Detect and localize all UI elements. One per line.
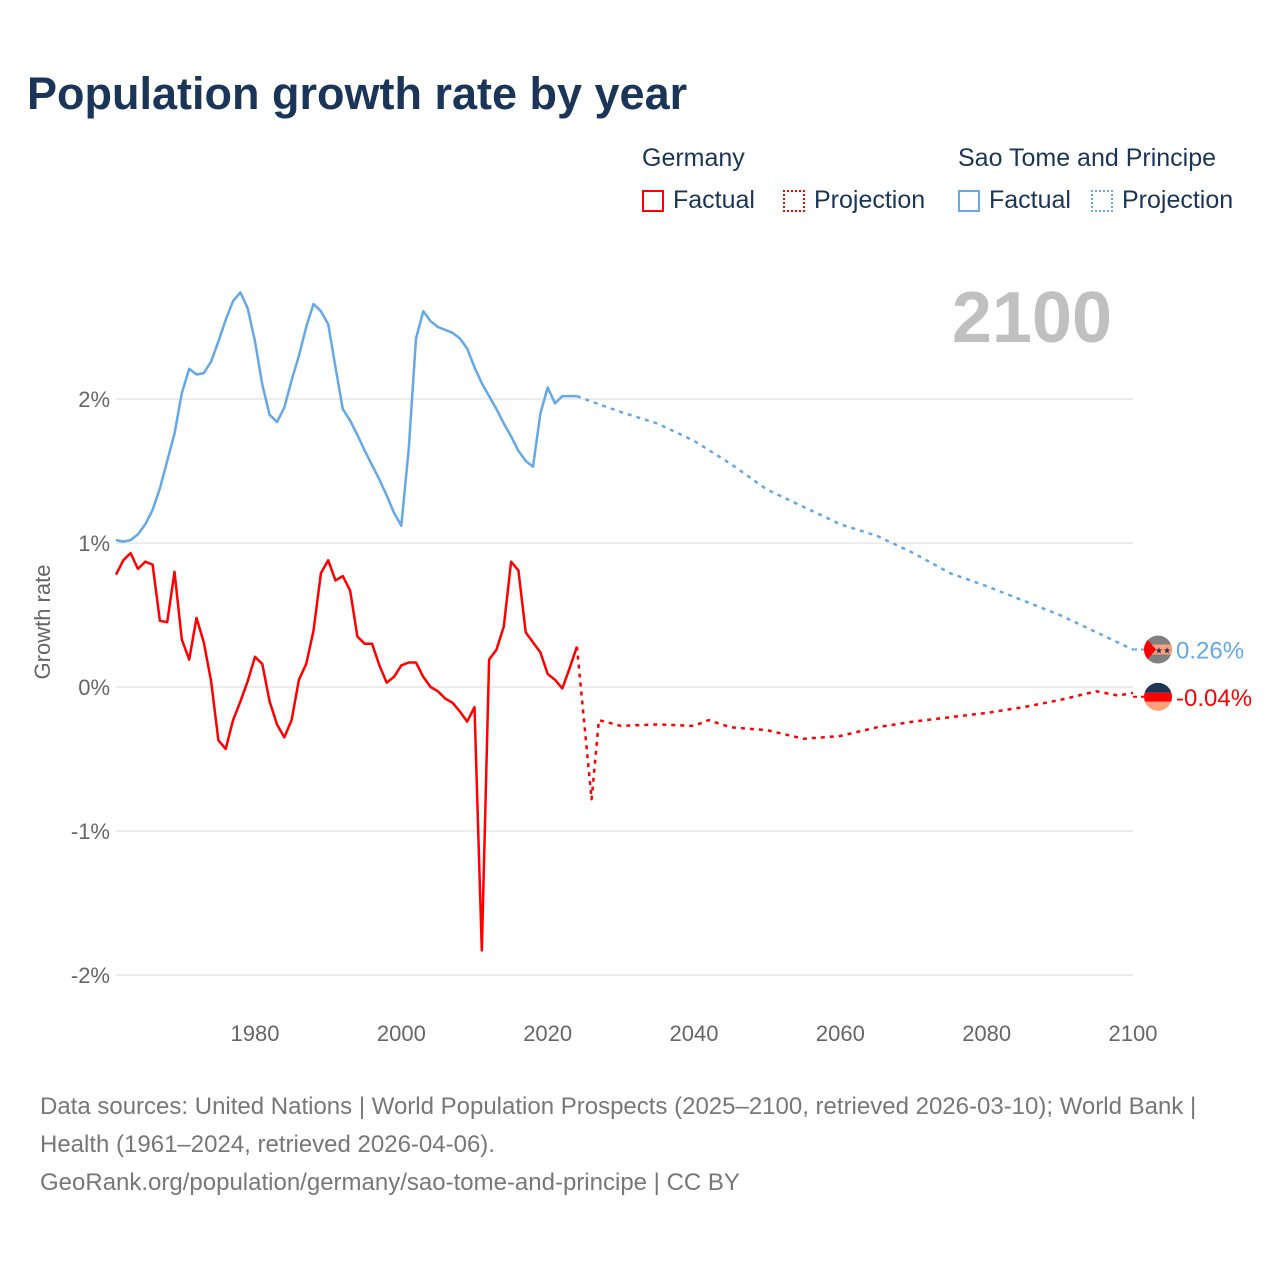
flag-stripe xyxy=(1144,701,1172,711)
end-value-label: 0.26% xyxy=(1176,638,1244,665)
sao-tome-factual-line xyxy=(115,291,577,543)
legend-germany-factual[interactable]: Factual xyxy=(642,186,755,215)
legend-sao-tome: Sao Tome and Principe Factual Projection xyxy=(958,144,1261,215)
y-tick-label: -2% xyxy=(71,963,110,988)
x-tick-label: 2100 xyxy=(1109,1021,1158,1046)
end-value-label: -0.04% xyxy=(1176,685,1252,712)
dotted-swatch-icon xyxy=(782,189,805,212)
y-tick-label: 2% xyxy=(78,387,110,412)
sao-tome-flag-icon: ★★ xyxy=(1144,635,1172,664)
legend-group-title: Germany xyxy=(642,144,745,172)
flag-stripe xyxy=(1144,692,1172,702)
source-link[interactable]: GeoRank.org/population/germany/sao-tome-… xyxy=(40,1169,740,1196)
y-axis-label: Growth rate xyxy=(30,565,55,680)
solid-swatch-icon xyxy=(642,189,664,212)
y-tick-label: -1% xyxy=(71,819,110,844)
year-overlay: 2100 xyxy=(952,278,1112,358)
flag-body: ★★ xyxy=(1144,635,1172,664)
x-tick-label: 1980 xyxy=(231,1021,280,1046)
flag-stripe xyxy=(1144,644,1172,655)
legend-label: Factual xyxy=(673,186,755,214)
germany-factual-line xyxy=(114,551,579,952)
germany-projection-line xyxy=(575,646,1134,801)
x-tick-label: 2000 xyxy=(377,1021,426,1046)
legend-label: Projection xyxy=(813,186,926,214)
footer: Data sources: United Nations | World Pop… xyxy=(40,1088,1240,1202)
line-chart: 2% 1% 0% -1% -2% 1980 2000 2020 2040 2060 2080 2100… xyxy=(30,278,1252,1046)
y-tick-label: 1% xyxy=(78,531,110,556)
x-tick-label: 2060 xyxy=(816,1021,865,1046)
flag-stripe xyxy=(1144,682,1172,693)
legend-germany-projection[interactable]: Projection xyxy=(782,186,926,215)
data-sources: Data sources: United Nations | World Pop… xyxy=(40,1093,1197,1158)
sao-tome-projection-line xyxy=(576,394,1134,651)
y-tick-label: 0% xyxy=(78,675,110,700)
legend-stp-factual[interactable]: Factual xyxy=(958,186,1071,215)
x-tick-label: 2080 xyxy=(962,1021,1011,1046)
legend-germany: Germany Factual Projection xyxy=(642,144,953,215)
legend-label: Projection xyxy=(1121,186,1234,214)
x-tick-label: 2020 xyxy=(523,1021,572,1046)
dotted-swatch-icon xyxy=(1090,189,1113,212)
flag-triangle xyxy=(1144,635,1156,664)
legend-group-title: Sao Tome and Principe xyxy=(958,144,1217,172)
flag-body xyxy=(1144,682,1172,711)
legend-label: Factual xyxy=(989,186,1071,214)
x-tick-label: 2040 xyxy=(670,1021,719,1046)
germany-flag-icon xyxy=(1144,682,1172,711)
legend-stp-projection[interactable]: Projection xyxy=(1090,186,1234,215)
solid-swatch-icon xyxy=(958,189,980,212)
chart-title: Population growth rate by year xyxy=(27,68,688,119)
flag-stars: ★★ xyxy=(1155,646,1171,656)
